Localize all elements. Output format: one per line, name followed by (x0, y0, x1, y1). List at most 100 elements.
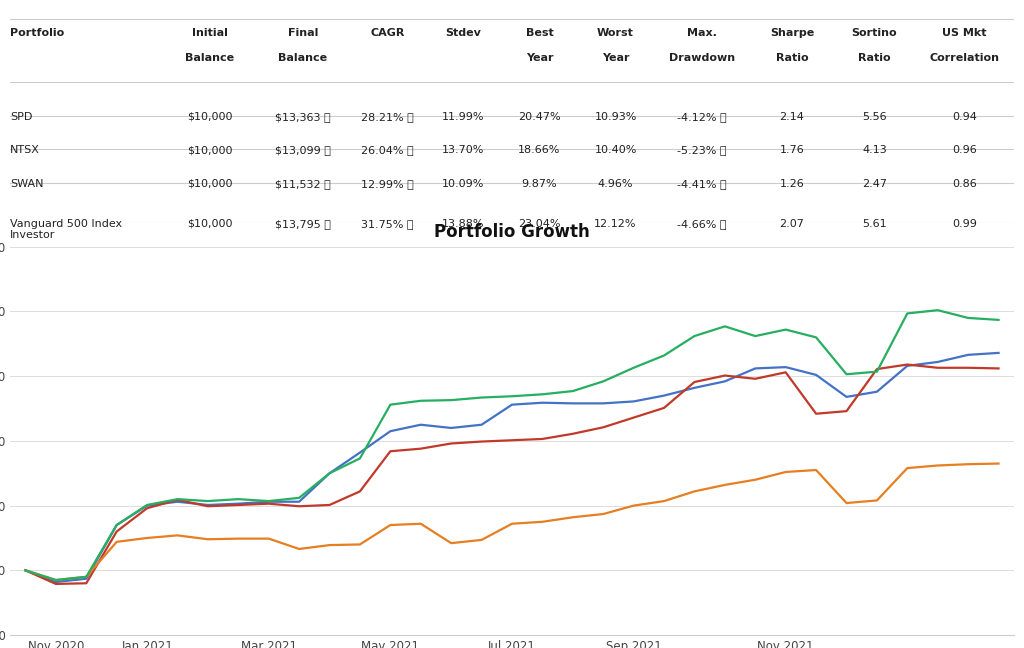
Line: Vanguard 500 Index Investor: Vanguard 500 Index Investor (26, 310, 998, 580)
Text: 23.04%: 23.04% (518, 218, 561, 229)
SWAN (111, 538, 123, 546)
SPD (384, 427, 396, 435)
NTSX (506, 436, 518, 444)
Vanguard 500 Index Investor (750, 332, 762, 340)
Text: Sortino: Sortino (852, 28, 897, 38)
Vanguard 500 Index Investor (202, 497, 214, 505)
Text: 28.21% ⓘ: 28.21% ⓘ (361, 111, 414, 122)
Text: Initial: Initial (191, 28, 227, 38)
Vanguard 500 Index Investor (262, 497, 274, 505)
Text: Max.: Max. (687, 28, 717, 38)
Text: Worst: Worst (597, 28, 634, 38)
Vanguard 500 Index Investor (779, 326, 792, 334)
Title: Portfolio Growth: Portfolio Growth (434, 223, 590, 241)
SWAN (262, 535, 274, 542)
Text: Final: Final (288, 28, 318, 38)
Text: 20.47%: 20.47% (518, 111, 561, 122)
SWAN (841, 499, 853, 507)
Text: 4.96%: 4.96% (598, 179, 633, 189)
Text: -5.23% ⓘ: -5.23% ⓘ (678, 145, 727, 155)
Text: 4.13: 4.13 (862, 145, 887, 155)
NTSX (537, 435, 549, 443)
SWAN (870, 496, 883, 504)
SPD (841, 393, 853, 400)
SPD (810, 371, 822, 379)
SWAN (232, 535, 245, 542)
Vanguard 500 Index Investor (415, 397, 427, 404)
SPD (141, 502, 154, 509)
SPD (111, 521, 123, 529)
Text: Balance: Balance (279, 53, 328, 64)
Text: Sharpe: Sharpe (770, 28, 814, 38)
SPD (232, 500, 245, 507)
Text: 11.99%: 11.99% (442, 111, 484, 122)
Text: SPD: SPD (10, 111, 33, 122)
Text: 1.26: 1.26 (779, 179, 804, 189)
NTSX (415, 445, 427, 452)
Text: 5.56: 5.56 (862, 111, 887, 122)
Vanguard 500 Index Investor (19, 566, 32, 574)
SPD (445, 424, 458, 432)
Vanguard 500 Index Investor (810, 334, 822, 341)
NTSX (688, 378, 700, 386)
SPD (719, 378, 731, 386)
Text: Ratio: Ratio (858, 53, 891, 64)
SWAN (293, 545, 305, 553)
Text: 2.47: 2.47 (862, 179, 887, 189)
SWAN (50, 576, 62, 584)
Text: 12.99% ⓘ: 12.99% ⓘ (361, 179, 414, 189)
NTSX (901, 361, 913, 369)
SWAN (324, 541, 336, 549)
NTSX (202, 502, 214, 510)
NTSX (111, 527, 123, 535)
NTSX (870, 365, 883, 373)
Text: 0.94: 0.94 (952, 111, 977, 122)
Vanguard 500 Index Investor (841, 371, 853, 378)
SPD (901, 362, 913, 370)
Text: 2.07: 2.07 (779, 218, 805, 229)
NTSX (293, 502, 305, 510)
NTSX (50, 580, 62, 588)
SPD (354, 448, 367, 456)
NTSX (841, 407, 853, 415)
Text: Best: Best (525, 28, 553, 38)
Vanguard 500 Index Investor (141, 501, 154, 509)
SWAN (597, 510, 609, 518)
SWAN (506, 520, 518, 527)
NTSX (475, 437, 487, 445)
NTSX (566, 430, 579, 437)
SWAN (202, 535, 214, 543)
SWAN (537, 518, 549, 526)
Vanguard 500 Index Investor (324, 469, 336, 477)
NTSX (232, 501, 245, 509)
SWAN (80, 573, 92, 581)
SWAN (750, 476, 762, 483)
Vanguard 500 Index Investor (50, 576, 62, 584)
Text: 31.75% ⓘ: 31.75% ⓘ (361, 218, 414, 229)
SWAN (628, 502, 640, 509)
Text: 12.12%: 12.12% (594, 218, 637, 229)
Line: SWAN: SWAN (26, 463, 998, 580)
Vanguard 500 Index Investor (506, 392, 518, 400)
Text: 0.96: 0.96 (952, 145, 977, 155)
SPD (566, 399, 579, 407)
SPD (597, 399, 609, 407)
SWAN (566, 513, 579, 521)
SWAN (688, 487, 700, 495)
NTSX (80, 579, 92, 587)
SPD (688, 384, 700, 392)
NTSX (384, 447, 396, 455)
Text: 1.76: 1.76 (779, 145, 804, 155)
SPD (80, 575, 92, 583)
SWAN (932, 461, 944, 469)
SWAN (445, 539, 458, 547)
Text: 10.09%: 10.09% (442, 179, 484, 189)
SWAN (19, 566, 32, 574)
NTSX (962, 364, 974, 372)
Vanguard 500 Index Investor (171, 495, 183, 503)
Text: Correlation: Correlation (930, 53, 999, 64)
Vanguard 500 Index Investor (870, 368, 883, 376)
SWAN (415, 520, 427, 527)
Vanguard 500 Index Investor (932, 307, 944, 314)
Text: -4.12% ⓘ: -4.12% ⓘ (677, 111, 727, 122)
